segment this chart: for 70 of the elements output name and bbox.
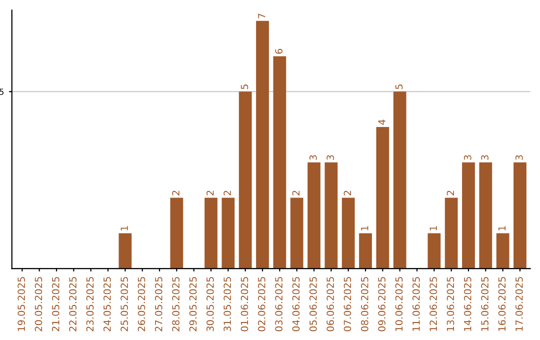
bar — [118, 233, 132, 269]
x-tick-label: 14.06.2025 — [464, 277, 472, 331]
x-tick-label: 21.05.2025 — [52, 277, 60, 332]
bar — [462, 162, 475, 269]
x-tick-label: 12.06.2025 — [430, 277, 437, 331]
x-tick-label: 08.06.2025 — [360, 277, 368, 332]
data-label: 2 — [206, 190, 214, 196]
x-tick-label: 06.06.2025 — [326, 277, 334, 332]
data-label: 2 — [224, 190, 231, 196]
data-label: 2 — [344, 190, 352, 196]
data-label: 7 — [258, 14, 266, 18]
bar — [256, 20, 269, 269]
data-label: 3 — [309, 155, 317, 160]
bar — [444, 198, 458, 269]
x-tick-label: 27.05.2025 — [154, 277, 162, 332]
data-label: 4 — [378, 120, 386, 125]
bar — [428, 233, 441, 269]
bar — [479, 162, 492, 269]
data-label: 1 — [361, 226, 368, 230]
x-tick-label: 26.05.2025 — [138, 277, 146, 332]
x-tick-label: 11.06.2025 — [412, 277, 420, 331]
data-label: 5 — [240, 84, 248, 90]
data-label: 5 — [395, 84, 403, 90]
bar — [222, 198, 235, 269]
x-tick-label: 09.06.2025 — [378, 277, 386, 332]
x-tick-label: 19.05.2025 — [18, 277, 25, 331]
x-tick-label: 29.05.2025 — [189, 277, 197, 332]
x-tick-label: 25.05.2025 — [120, 277, 128, 332]
x-tick-label: 31.05.2025 — [224, 277, 231, 332]
x-tick-label: 17.06.2025 — [515, 277, 523, 331]
x-tick-label: 02.06.2025 — [258, 277, 266, 332]
data-label: 2 — [172, 190, 180, 196]
data-label: 1 — [430, 226, 437, 230]
bar — [170, 198, 184, 269]
x-tick-label: 13.06.2025 — [446, 277, 454, 331]
bar — [308, 162, 320, 269]
bar — [273, 56, 286, 269]
x-tick-label: 30.05.2025 — [206, 277, 214, 332]
x-tick-label: 28.05.2025 — [172, 277, 180, 332]
data-label: 6 — [275, 48, 282, 54]
x-tick-label: 24.05.2025 — [103, 277, 111, 332]
x-tick-label: 07.06.2025 — [344, 277, 352, 332]
bar — [393, 92, 406, 269]
bar — [324, 162, 338, 269]
bar — [514, 162, 526, 269]
bar — [238, 92, 252, 269]
x-tick-label: 04.06.2025 — [292, 277, 300, 332]
x-tick-label: 20.05.2025 — [34, 277, 42, 332]
bar — [290, 198, 304, 269]
x-tick-label: 03.06.2025 — [275, 277, 282, 332]
bar — [496, 233, 510, 269]
data-label: 3 — [326, 155, 334, 160]
data-label: 3 — [464, 155, 472, 160]
x-tick-label: 22.05.2025 — [69, 277, 76, 332]
bar — [204, 198, 218, 269]
bar — [342, 198, 355, 269]
bar — [376, 127, 390, 269]
data-label: 1 — [498, 226, 506, 230]
x-tick-label: 16.06.2025 — [498, 277, 506, 331]
data-label: 3 — [481, 155, 488, 160]
x-tick-label: 05.06.2025 — [309, 277, 317, 332]
x-tick-label: 10.06.2025 — [395, 277, 403, 331]
x-tick-label: 01.06.2025 — [240, 277, 248, 332]
data-label: 2 — [292, 190, 300, 196]
data-label: 1 — [120, 226, 128, 230]
data-label: 2 — [446, 190, 454, 196]
bar — [359, 233, 372, 269]
x-tick-label: 15.06.2025 — [481, 277, 488, 331]
x-tick-label: 23.05.2025 — [86, 277, 94, 332]
data-label: 3 — [515, 155, 523, 160]
